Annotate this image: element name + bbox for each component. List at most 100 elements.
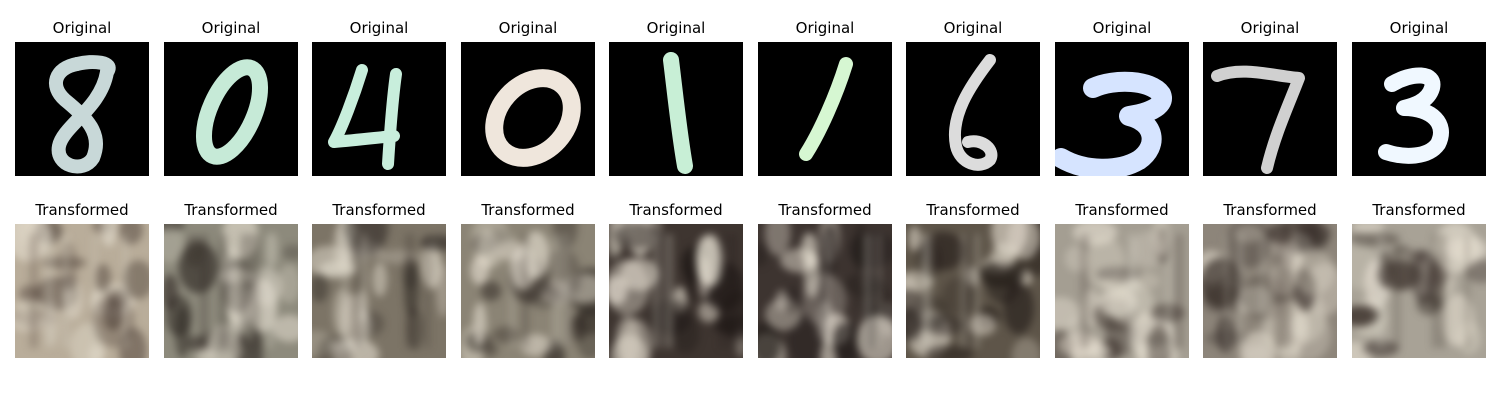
texture-blob: [1465, 259, 1486, 283]
texture-blob: [480, 342, 499, 357]
texture-blob: [1234, 224, 1263, 243]
texture-blob: [781, 286, 804, 314]
transformed-texture: [609, 224, 743, 358]
texture-blob: [100, 224, 118, 247]
texture-blob: [470, 255, 489, 285]
panel-title: Transformed: [926, 201, 1020, 219]
panel-title: Transformed: [1223, 201, 1317, 219]
panel-title: Transformed: [481, 201, 575, 219]
texture-blob: [1352, 231, 1397, 247]
texture-streak: [825, 234, 830, 348]
texture-streak: [29, 234, 39, 348]
texture-streak: [354, 234, 361, 348]
texture-blob: [552, 224, 578, 249]
texture-blob: [106, 288, 130, 307]
texture-blob: [1387, 245, 1417, 290]
texture-blob: [345, 224, 387, 259]
panel-title: Transformed: [332, 201, 426, 219]
texture-streak: [61, 234, 70, 348]
texture-blob: [164, 224, 186, 232]
texture-blob: [337, 224, 355, 264]
texture-streak: [819, 234, 828, 348]
transformed-image: [758, 224, 892, 358]
texture-blob: [991, 224, 1028, 258]
texture-streak: [1224, 234, 1230, 348]
texture-blob: [272, 314, 298, 342]
texture-blob: [480, 281, 502, 301]
texture-blob: [354, 241, 383, 260]
original-image: [609, 42, 743, 176]
transformed-image: [1203, 224, 1337, 358]
texture-blob: [1295, 228, 1328, 256]
texture-blob: [1132, 231, 1164, 268]
texture-blob: [178, 241, 219, 294]
texture-blob: [198, 329, 244, 353]
texture-blob: [613, 224, 660, 249]
texture-blob: [1128, 272, 1160, 290]
texture-blob: [1378, 250, 1392, 289]
texture-blob: [421, 241, 442, 289]
texture-blob: [1269, 261, 1298, 297]
original-image: [906, 42, 1040, 176]
texture-blob: [470, 224, 510, 268]
texture-blob: [542, 248, 582, 303]
texture-blob: [1291, 249, 1335, 295]
texture-blob: [1267, 224, 1293, 244]
texture-streak: [1431, 234, 1439, 348]
texture-streak: [425, 234, 430, 348]
texture-blob: [70, 322, 107, 358]
texture-blob: [1072, 224, 1118, 245]
texture-blob: [964, 266, 980, 287]
texture-blob: [1099, 287, 1137, 318]
texture-blob: [103, 297, 123, 331]
texture-blob: [1234, 285, 1275, 315]
texture-blob: [1411, 250, 1437, 305]
original-image: [15, 42, 149, 176]
texture-blob: [979, 260, 1025, 289]
transformed-texture: [312, 224, 446, 358]
texture-blob: [764, 224, 791, 256]
texture-blob: [520, 334, 552, 357]
texture-streak: [509, 234, 515, 348]
panel-title: Original: [1389, 19, 1449, 37]
texture-blob: [1352, 305, 1374, 328]
texture-blob: [123, 260, 149, 300]
texture-streak: [92, 234, 97, 348]
texture-blob: [853, 224, 867, 273]
transformed-texture: [906, 224, 1040, 358]
texture-streak: [1376, 234, 1386, 348]
texture-blob: [801, 232, 818, 268]
texture-blob: [844, 273, 884, 297]
texture-blob: [671, 314, 700, 354]
texture-blob: [420, 235, 446, 251]
texture-blob: [758, 242, 768, 267]
original-image: [164, 42, 298, 176]
texture-blob: [698, 256, 712, 299]
texture-blob: [15, 309, 57, 328]
texture-blob: [853, 235, 869, 272]
texture-blob: [1411, 249, 1426, 263]
texture-blob: [332, 288, 352, 337]
texture-blob: [1216, 315, 1235, 353]
transformed-texture: [758, 224, 892, 358]
texture-blob: [1105, 306, 1136, 357]
texture-blob: [525, 282, 561, 309]
texture-blob: [164, 274, 179, 311]
transformed-image: [1352, 224, 1486, 358]
transformed-texture: [1055, 224, 1189, 358]
texture-blob: [342, 224, 390, 251]
texture-blob: [1011, 337, 1040, 358]
panel-title: Transformed: [184, 201, 278, 219]
texture-streak: [1080, 234, 1089, 348]
texture-blob: [15, 310, 45, 332]
texture-blob: [857, 281, 892, 318]
texture-blob: [473, 302, 487, 345]
texture-blob: [1352, 341, 1372, 358]
texture-blob: [17, 224, 37, 246]
texture-streak: [249, 234, 260, 348]
texture-blob: [787, 313, 825, 358]
texture-blob: [221, 247, 240, 297]
texture-streak: [963, 234, 973, 348]
texture-streak: [122, 234, 129, 348]
texture-blob: [118, 224, 143, 245]
